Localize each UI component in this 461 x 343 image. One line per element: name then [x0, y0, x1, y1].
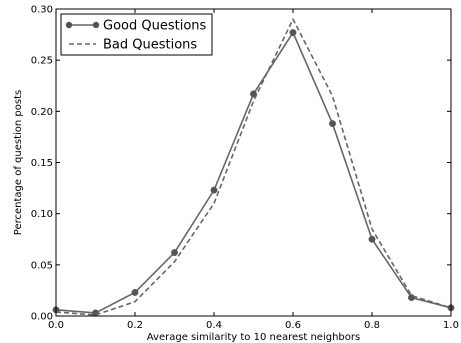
y-tick-label: 0.15 — [31, 158, 53, 169]
data-point — [171, 249, 178, 257]
x-tick-label: 0.4 — [206, 320, 222, 331]
y-tick-label: 0.25 — [31, 56, 53, 67]
y-tick-label: 0.20 — [31, 107, 53, 118]
x-tick-label: 0.2 — [127, 320, 143, 331]
legend-label: Bad Questions — [103, 38, 197, 53]
legend-box — [60, 13, 213, 56]
data-point — [408, 294, 415, 302]
x-tick-label: 0.6 — [285, 320, 301, 331]
y-tick-label: 0.30 — [31, 5, 53, 16]
y-tick-label: 0.00 — [31, 312, 53, 323]
series-line-bad-questions — [55, 18, 452, 316]
y-axis-title: Percentage of question posts — [13, 90, 24, 235]
legend-label: Good Questions — [103, 19, 207, 34]
y-tick-label: 0.10 — [31, 209, 53, 220]
legend: Good Questions Bad Questions — [60, 13, 213, 56]
x-tick-label: 0.0 — [48, 320, 64, 331]
data-point — [250, 90, 257, 98]
data-point — [210, 186, 218, 194]
data-point — [368, 235, 376, 243]
x-tick-label: 1.0 — [443, 320, 459, 331]
y-tick-label: 0.05 — [31, 260, 53, 271]
legend-marker — [92, 21, 100, 29]
x-axis-title: Average similarity to 10 nearest neighbo… — [147, 332, 360, 343]
legend-marker — [65, 21, 73, 29]
series-line-good-questions — [55, 31, 452, 314]
data-point — [92, 309, 99, 317]
plot-frame — [55, 8, 452, 317]
data-point — [329, 120, 336, 128]
legend-entries: Good Questions Bad Questions — [65, 19, 207, 53]
series-layer — [52, 18, 455, 317]
data-point — [289, 29, 297, 36]
data-point — [131, 289, 139, 296]
x-tick-label: 0.8 — [364, 320, 380, 331]
